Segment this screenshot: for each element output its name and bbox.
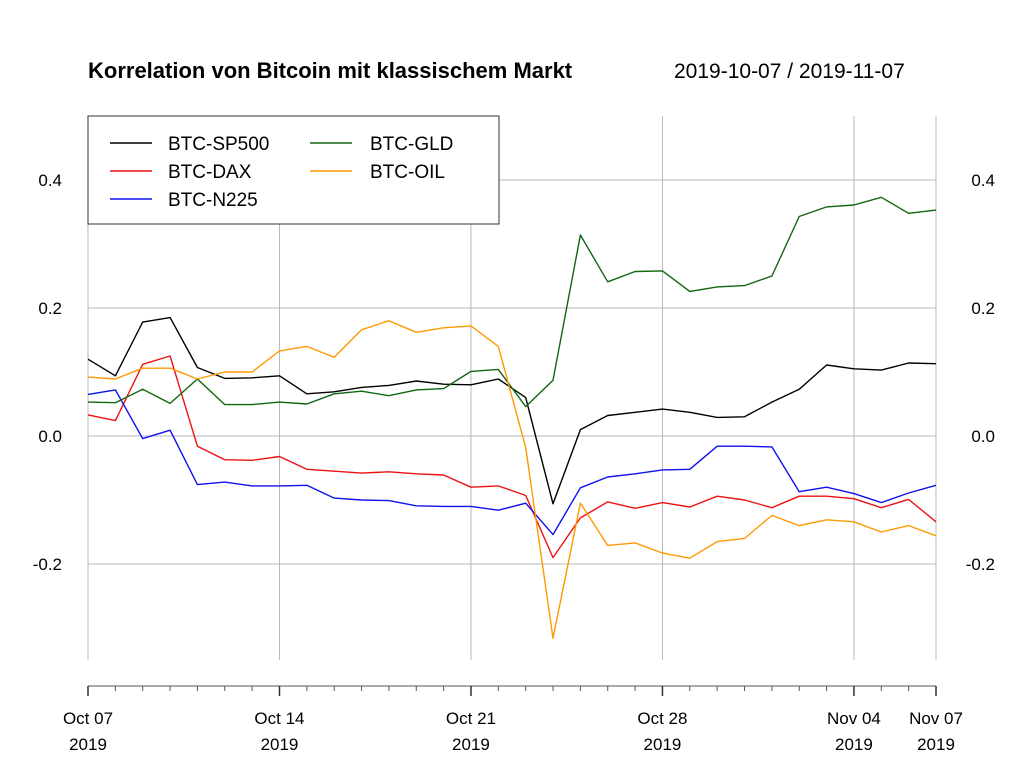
legend-label-btc-oil: BTC-OIL — [370, 162, 445, 183]
y-tick-label-right: 0.2 — [971, 299, 995, 318]
x-tick-label: Nov 04 — [827, 709, 881, 728]
axes: 0.4 0.4 0.2 0.2 0.0 0.0 -0.2 -0.2 Oct 07 2019 Oct … — [33, 171, 995, 754]
x-tick-label: Nov 07 — [909, 709, 963, 728]
legend-label-btc-gld: BTC-GLD — [370, 134, 453, 155]
x-tick-year: 2019 — [261, 735, 299, 754]
x-tick-year: 2019 — [917, 735, 955, 754]
x-tick-year: 2019 — [835, 735, 873, 754]
y-tick-label-left: 0.2 — [38, 299, 62, 318]
y-tick-label-left: 0.0 — [38, 427, 62, 446]
series-line-btc-oil — [87, 320, 937, 639]
y-tick-label-right: -0.2 — [966, 555, 995, 574]
x-tick-year: 2019 — [452, 735, 490, 754]
y-tick-label-right: 0.4 — [971, 171, 995, 190]
legend-box — [87, 115, 500, 225]
legend-label-btc-dax: BTC-DAX — [168, 162, 252, 183]
x-tick-year: 2019 — [644, 735, 682, 754]
y-tick-label-left: 0.4 — [38, 171, 62, 190]
legend-label-btc-sp500: BTC-SP500 — [168, 134, 269, 155]
legend: BTC-SP500 BTC-DAX BTC-N225 BTC-GLD BTC-OIL — [87, 115, 500, 225]
y-tick-label-left: -0.2 — [33, 555, 62, 574]
series-lines — [87, 196, 937, 639]
x-tick-label: Oct 14 — [254, 709, 304, 728]
x-tick-year: 2019 — [69, 735, 107, 754]
x-tick-label: Oct 07 — [63, 709, 113, 728]
chart-subtitle: 2019-10-07 / 2019-11-07 — [674, 60, 905, 83]
legend-label-btc-n225: BTC-N225 — [168, 190, 258, 211]
series-line-btc-dax — [87, 355, 937, 559]
series-line-btc-sp500 — [87, 316, 937, 505]
x-tick-label: Oct 21 — [446, 709, 496, 728]
y-tick-label-right: 0.0 — [971, 427, 995, 446]
x-tick-label: Oct 28 — [637, 709, 687, 728]
series-line-btc-n225 — [87, 389, 937, 536]
chart-title: Korrelation von Bitcoin mit klassischem … — [88, 58, 573, 83]
series-line-btc-gld — [87, 196, 937, 408]
